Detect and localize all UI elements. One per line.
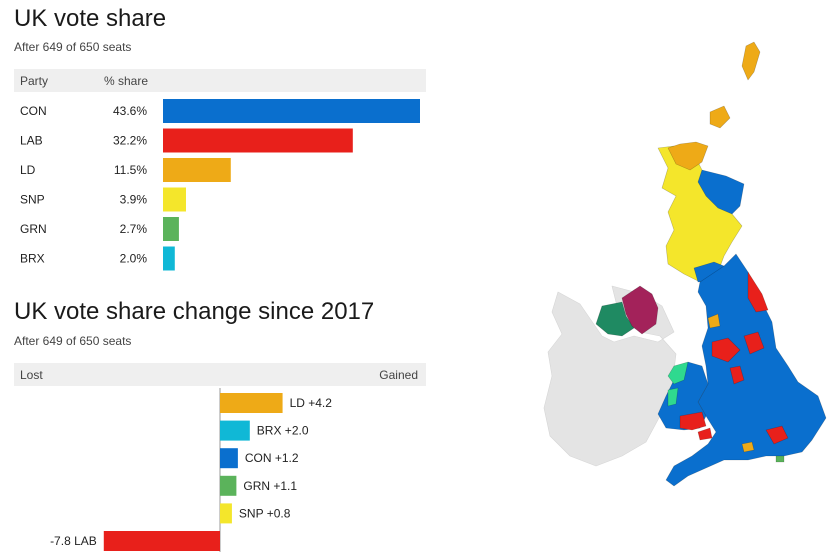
share-bar-lab [163,128,353,153]
share-value-grn: 2.7% [120,222,148,236]
party-column-header: Party [20,74,49,88]
change-bar-con [220,448,238,469]
change-bar-brx [220,420,250,441]
change-label-grn: GRN +1.1 [243,479,297,493]
scotland-con-north-east [697,169,745,215]
party-label-snp: SNP [20,193,45,207]
gained-column-header: Gained [379,368,418,382]
change-bar-lab [103,531,220,551]
uk-results-map [543,41,827,487]
vote-share-title: UK vote share [14,5,167,32]
party-label-lab: LAB [20,134,43,148]
change-label-ld: LD +4.2 [290,396,333,410]
share-value-snp: 3.9% [120,193,148,207]
vote-change-subtitle: After 649 of 650 seats [14,334,132,348]
england-london-lab [765,425,789,445]
share-value-ld: 11.5% [114,163,147,177]
england-lancs-lab [711,337,741,363]
northern-ireland-sf [595,301,635,337]
wales-ceredigion-plaid [667,387,679,407]
share-value-lab: 32.2% [113,134,147,148]
england-cumbria-ld [707,313,721,329]
england-yorks-lab [743,331,765,355]
vote-change-header: Lost Gained [14,363,426,386]
party-label-grn: GRN [20,222,47,236]
england-con [665,253,827,487]
vote-change-title: UK vote share change since 2017 [14,298,375,325]
vote-share-subtitle: After 649 of 650 seats [14,40,132,54]
england-midlands-lab [729,365,745,385]
change-bar-snp [220,503,232,524]
vote-change-chart: LD +4.2 BRX +2.0 CON +1.2 GRN +1.1 SNP +0.8 -… [50,388,333,552]
share-value-con: 43.6% [113,104,147,118]
change-label-con: CON +1.2 [245,451,299,465]
change-label-brx: BRX +2.0 [257,424,309,438]
share-bar-ld [163,158,231,182]
change-bar-ld [220,393,283,413]
vote-share-chart: CON 43.6% LAB 32.2% LD 11.5% SNP 3.9% GRN 2.7% BRX… [20,99,420,271]
england-north-lab [747,271,769,313]
share-bar-snp [163,187,186,212]
england-brighton-grn [775,455,785,463]
share-value-brx: 2.0% [120,252,148,266]
share-bar-brx [163,246,175,271]
wales-plaid [667,361,689,385]
change-bar-grn [220,475,237,496]
share-bar-con [163,99,420,123]
party-label-brx: BRX [20,252,45,266]
scotland-highlands-ld [667,141,709,171]
share-bar-grn [163,217,179,241]
england-bristol-lab [697,427,713,441]
party-label-ld: LD [20,163,36,177]
northern-ireland-dup [621,285,659,335]
share-column-header: % share [104,74,149,88]
party-label-con: CON [20,104,47,118]
england-south-ld [741,441,755,453]
vote-share-header: Party % share [14,69,426,92]
orkney-shetland-ld [709,41,761,129]
change-label-lab: -7.8 LAB [50,534,97,548]
lost-column-header: Lost [20,368,43,382]
wales-south-lab [679,411,707,431]
change-label-snp: SNP +0.8 [239,506,291,520]
